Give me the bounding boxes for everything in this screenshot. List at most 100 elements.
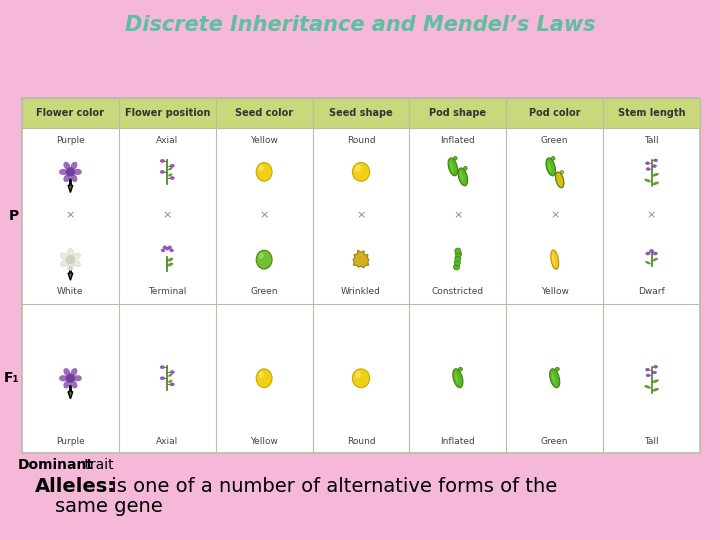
Ellipse shape [652,379,659,383]
Text: Alleles:: Alleles: [35,477,116,496]
Ellipse shape [168,380,173,383]
Ellipse shape [168,173,173,177]
Ellipse shape [64,162,70,170]
Ellipse shape [454,157,457,160]
Text: ×: × [356,211,366,221]
Ellipse shape [653,252,657,255]
Text: Yellow: Yellow [251,437,278,446]
Text: trait: trait [80,458,114,472]
Ellipse shape [652,181,659,185]
Ellipse shape [652,258,658,261]
Ellipse shape [170,177,174,179]
Ellipse shape [549,369,559,388]
Ellipse shape [644,385,651,389]
Ellipse shape [646,368,649,371]
Ellipse shape [459,367,462,371]
Ellipse shape [73,375,81,381]
Ellipse shape [548,161,552,172]
Ellipse shape [560,171,564,174]
Ellipse shape [170,370,174,374]
FancyArrow shape [68,267,73,280]
Ellipse shape [460,172,464,182]
Bar [22,98,700,128]
Text: ×: × [647,211,656,221]
Text: Axial: Axial [156,437,179,446]
Ellipse shape [170,383,174,386]
Ellipse shape [454,260,460,266]
Text: White: White [57,287,84,296]
Text: Stem length: Stem length [618,108,685,118]
Ellipse shape [654,159,657,162]
Ellipse shape [551,250,559,269]
Text: Green: Green [251,287,278,296]
Ellipse shape [453,369,463,388]
Ellipse shape [646,374,650,377]
Ellipse shape [161,377,165,380]
Ellipse shape [652,371,657,374]
Ellipse shape [454,264,459,270]
Ellipse shape [73,253,81,259]
Ellipse shape [258,253,264,259]
Ellipse shape [73,169,81,174]
Ellipse shape [644,179,651,183]
Ellipse shape [64,381,70,388]
Ellipse shape [552,373,555,384]
Ellipse shape [168,262,174,266]
Ellipse shape [71,174,77,182]
Ellipse shape [646,252,650,255]
Text: Discrete Inheritance and Mendel’s Laws: Discrete Inheritance and Mendel’s Laws [125,15,595,35]
Ellipse shape [546,158,556,176]
Ellipse shape [161,366,165,369]
Ellipse shape [71,381,77,388]
FancyArrow shape [68,179,73,192]
FancyArrow shape [68,386,73,399]
Text: F₁: F₁ [4,372,19,385]
Ellipse shape [355,165,361,172]
Text: Tall: Tall [644,437,659,446]
Ellipse shape [60,253,68,259]
Text: Constricted: Constricted [432,287,484,296]
Ellipse shape [649,249,654,253]
Ellipse shape [161,249,165,252]
Bar [22,98,700,453]
Ellipse shape [170,164,174,167]
Ellipse shape [646,167,650,171]
Ellipse shape [456,251,462,257]
Ellipse shape [64,174,70,182]
Ellipse shape [352,163,369,181]
Ellipse shape [454,373,459,384]
Ellipse shape [458,168,467,186]
Text: Round: Round [347,136,375,145]
Ellipse shape [258,372,264,378]
Text: Seed color: Seed color [235,108,293,118]
Ellipse shape [73,260,81,266]
Text: Flower color: Flower color [37,108,104,118]
Ellipse shape [646,162,649,165]
Ellipse shape [455,248,461,254]
Text: ×: × [453,211,462,221]
Text: Purple: Purple [56,136,85,145]
Text: Round: Round [347,437,375,446]
Ellipse shape [355,371,361,378]
Text: Tall: Tall [644,136,659,145]
Ellipse shape [256,250,272,269]
Text: Axial: Axial [156,136,179,145]
Text: P: P [9,209,19,222]
PathPatch shape [353,250,369,268]
Text: ×: × [66,211,75,221]
Text: Green: Green [541,437,569,446]
Text: Dwarf: Dwarf [638,287,665,296]
Ellipse shape [448,158,458,176]
Ellipse shape [68,248,73,256]
Text: ×: × [550,211,559,221]
Text: Wrinkled: Wrinkled [341,287,381,296]
Text: Pod color: Pod color [529,108,580,118]
Text: Seed shape: Seed shape [329,108,393,118]
Text: ×: × [259,211,269,221]
Ellipse shape [555,367,559,371]
Ellipse shape [464,166,467,170]
Ellipse shape [168,167,173,171]
Ellipse shape [71,368,77,376]
Ellipse shape [256,163,272,181]
Ellipse shape [168,258,174,261]
